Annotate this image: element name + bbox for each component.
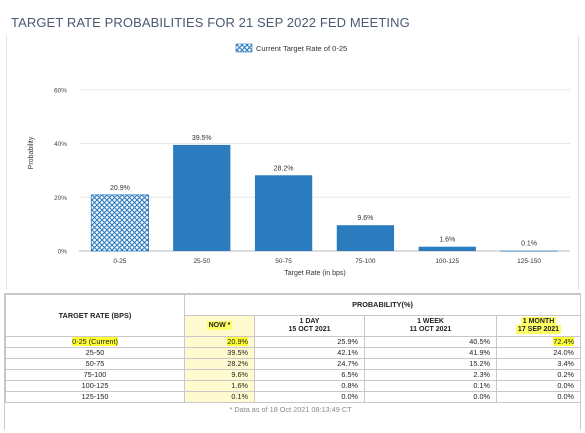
legend-swatch	[235, 43, 253, 53]
header-period-title: 1 DAY	[299, 318, 320, 325]
x-tick-label: 100-125	[435, 258, 459, 265]
cell-rate: 125-150	[5, 391, 185, 403]
cell-day: 42.1%	[254, 347, 365, 359]
x-tick-label: 0-25	[113, 258, 126, 265]
bar-50-75[interactable]	[254, 175, 313, 251]
x-tick-label: 25-50	[193, 258, 210, 265]
x-axis-label: Target Rate (in bps)	[284, 270, 345, 277]
cell-rate: 100-125	[5, 380, 185, 392]
header-target-rate: TARGET RATE (BPS)	[5, 294, 185, 337]
header-period-2[interactable]: 1 WEEK 11 OCT 2021	[364, 315, 497, 337]
header-period-title: 1 MONTH	[520, 317, 557, 326]
cell-now: 20.9%	[184, 336, 255, 348]
x-tick-label: 125-150	[517, 258, 541, 265]
y-axis-label: Probability	[28, 136, 35, 169]
header-period-date: 17 SEP 2021	[515, 325, 562, 334]
cell-month: 0.0%	[496, 391, 581, 403]
bar-100-125[interactable]	[418, 246, 476, 251]
header-period-date: 11 OCT 2021	[409, 326, 452, 333]
cell-rate: 0-25 (Current)	[5, 336, 185, 348]
bar-value-label: 20.9%	[110, 185, 130, 192]
cell-now: 9.6%	[184, 369, 255, 381]
bar-value-label: 39.5%	[192, 135, 212, 142]
cell-week: 0.0%	[364, 391, 497, 403]
cell-now: 0.1%	[184, 391, 255, 403]
cell-day: 6.5%	[254, 369, 365, 381]
table-row: 100-125 1.6% 0.8% 0.1% 0.0%	[5, 380, 581, 392]
x-tick-label: 50-75	[275, 258, 292, 265]
table-row: 75-100 9.6% 6.5% 2.3% 0.2%	[5, 369, 581, 381]
header-period-title: 1 WEEK	[417, 318, 444, 325]
y-tick-label: 20%	[54, 195, 67, 202]
header-period-1[interactable]: 1 DAY 15 OCT 2021	[254, 315, 365, 337]
cell-month: 24.0%	[496, 347, 581, 359]
cell-month: 0.0%	[496, 380, 581, 392]
probability-table-container: TARGET RATE (BPS) PROBABILITY(%) NOW * 1 …	[4, 293, 581, 430]
probability-table: TARGET RATE (BPS) PROBABILITY(%) NOW * 1 …	[5, 294, 581, 416]
table-row: 50-75 28.2% 24.7% 15.2% 3.4%	[5, 358, 581, 370]
cell-now: 28.2%	[184, 358, 255, 370]
bar-0-25[interactable]	[90, 194, 149, 252]
cell-now: 39.5%	[184, 347, 255, 359]
bar-value-label: 9.6%	[357, 215, 373, 222]
cell-rate: 75-100	[5, 369, 185, 381]
cell-day: 24.7%	[254, 358, 365, 370]
y-tick-label: 0%	[58, 249, 68, 256]
cell-week: 41.9%	[364, 347, 497, 359]
cell-rate: 25-50	[5, 347, 185, 359]
table-row: 125-150 0.1% 0.0% 0.0% 0.0%	[5, 391, 581, 403]
cell-week: 40.5%	[364, 336, 497, 348]
cell-week: 0.1%	[364, 380, 497, 392]
bar-value-label: 0.1%	[521, 241, 537, 248]
table-row: 25-50 39.5% 42.1% 41.9% 24.0%	[5, 347, 581, 359]
cell-month: 0.2%	[496, 369, 581, 381]
cell-day: 0.0%	[254, 391, 365, 403]
cell-week: 2.3%	[364, 369, 497, 381]
bar-75-100[interactable]	[336, 225, 395, 251]
cell-week: 15.2%	[364, 358, 497, 370]
cell-now: 1.6%	[184, 380, 255, 392]
bar-value-label: 28.2%	[274, 165, 294, 172]
header-period-0[interactable]: NOW *	[184, 315, 255, 337]
page-title: TARGET RATE PROBABILITIES FOR 21 SEP 202…	[11, 15, 410, 30]
x-tick-label: 75-100	[355, 258, 376, 265]
cell-rate: 50-75	[5, 358, 185, 370]
data-timestamp-note: * Data as of 18 Oct 2021 08:13:49 CT	[229, 404, 352, 414]
cell-month: 72.4%	[496, 336, 581, 348]
legend-label: Current Target Rate of 0-25	[256, 44, 347, 53]
y-tick-label: 40%	[54, 141, 67, 148]
table-row: 0-25 (Current) 20.9% 25.9% 40.5% 72.4%	[5, 336, 581, 348]
bar-value-label: 1.6%	[439, 237, 455, 244]
bar-chart: Current Target Rate of 0-25 0%20%40%60% …	[28, 43, 570, 277]
chart-legend[interactable]: Current Target Rate of 0-25	[235, 43, 347, 53]
y-tick-label: 60%	[54, 87, 67, 94]
bar-125-150[interactable]	[500, 250, 558, 252]
header-period-3[interactable]: 1 MONTH 17 SEP 2021	[496, 315, 581, 337]
cell-day: 25.9%	[254, 336, 365, 348]
cell-month: 3.4%	[496, 358, 581, 370]
cell-day: 0.8%	[254, 380, 365, 392]
bar-25-50[interactable]	[173, 144, 231, 251]
header-period-date: 15 OCT 2021	[288, 326, 331, 333]
header-probability: PROBABILITY(%)	[184, 294, 581, 316]
chart-frame: Current Target Rate of 0-25 0% 20% 40% 60% …	[6, 35, 579, 290]
header-period-title: NOW *	[206, 321, 233, 330]
